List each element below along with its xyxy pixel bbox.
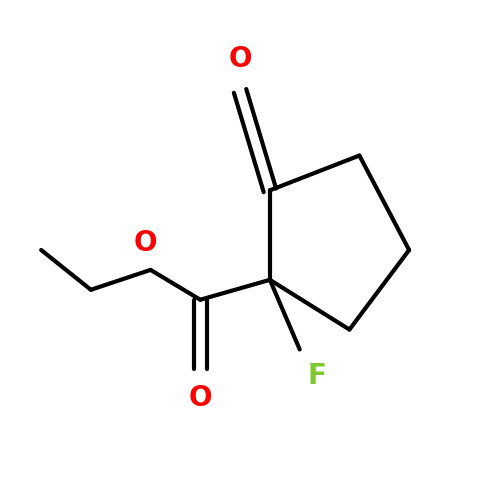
Text: O: O [188,384,212,412]
Text: F: F [307,362,326,390]
Text: O: O [134,230,158,258]
Text: O: O [228,46,252,74]
